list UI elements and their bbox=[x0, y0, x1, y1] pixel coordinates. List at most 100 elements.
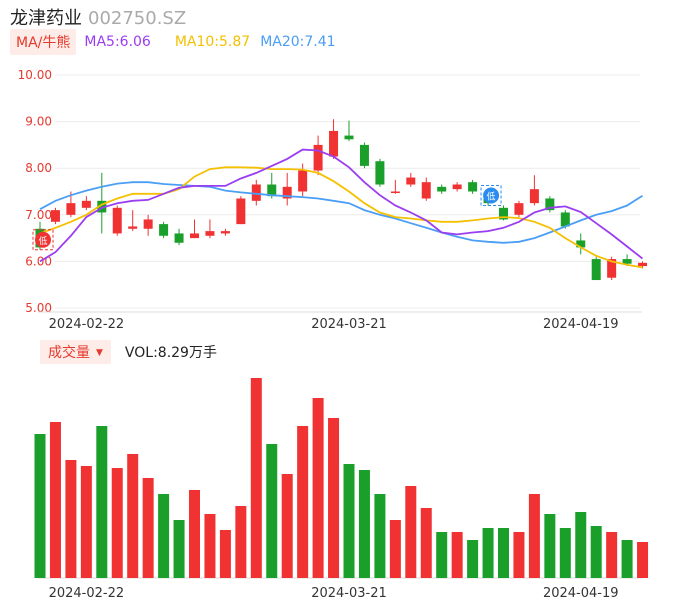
candle-body bbox=[499, 207, 508, 220]
volume-bar bbox=[621, 540, 633, 578]
volume-bar bbox=[513, 532, 525, 578]
y-tick-label: 7.00 bbox=[25, 208, 52, 222]
volume-bar bbox=[436, 532, 448, 578]
ma5-line bbox=[39, 148, 644, 263]
ma10-line bbox=[39, 166, 643, 269]
volume-bar bbox=[235, 506, 247, 578]
volume-bar bbox=[127, 454, 139, 578]
volume-bar bbox=[328, 418, 340, 578]
volume-bar bbox=[374, 494, 386, 578]
volume-x-tick-label: 2024-03-21 bbox=[311, 586, 387, 601]
volume-header: 成交量 ▼ VOL:8.29万手 bbox=[40, 340, 217, 364]
candle-body bbox=[298, 170, 308, 192]
candle-body bbox=[468, 182, 478, 192]
volume-bar bbox=[204, 514, 216, 578]
volume-bar bbox=[637, 542, 649, 578]
candle-body bbox=[576, 240, 586, 248]
candle-body bbox=[359, 144, 369, 166]
volume-indicator-tab[interactable]: 成交量 ▼ bbox=[40, 340, 111, 364]
volume-bar bbox=[544, 514, 556, 578]
volume-bar bbox=[266, 444, 278, 578]
volume-bar bbox=[158, 494, 170, 578]
volume-bar bbox=[142, 478, 154, 578]
volume-bar bbox=[575, 512, 587, 578]
candle-body bbox=[143, 219, 153, 229]
candle-body bbox=[622, 259, 632, 264]
volume-bar bbox=[420, 508, 432, 578]
candle-body bbox=[452, 184, 462, 190]
volume-bar bbox=[528, 494, 540, 578]
volume-bar bbox=[65, 460, 77, 578]
volume-bar bbox=[358, 470, 370, 578]
volume-bar bbox=[111, 468, 123, 578]
x-tick-label: 2024-04-19 bbox=[543, 317, 619, 332]
candle-body bbox=[529, 189, 539, 204]
volume-bar bbox=[250, 378, 262, 578]
candle-body bbox=[159, 224, 169, 236]
volume-bar bbox=[482, 528, 494, 578]
y-tick-label: 8.00 bbox=[25, 161, 52, 175]
volume-bar bbox=[498, 528, 509, 578]
candle-body bbox=[329, 130, 339, 157]
stock-name: 龙津药业 bbox=[10, 8, 82, 29]
ma10-label: MA10:5.87 bbox=[174, 34, 251, 50]
candle-body bbox=[282, 186, 292, 199]
volume-value: VOL:8.29万手 bbox=[124, 345, 217, 361]
candle-body bbox=[97, 200, 107, 213]
volume-bar bbox=[173, 520, 185, 578]
stock-title: 龙津药业 002750.SZ bbox=[10, 4, 186, 30]
candle-body bbox=[313, 144, 323, 171]
candle-body bbox=[190, 233, 199, 239]
volume-bar bbox=[34, 434, 46, 578]
candle-body bbox=[375, 161, 385, 185]
signal-marker-glyph: 低 bbox=[38, 235, 47, 247]
signal-marker-frame bbox=[480, 184, 502, 206]
candle-body bbox=[514, 203, 524, 215]
volume-bar bbox=[405, 486, 417, 578]
dropdown-arrow-icon: ▼ bbox=[96, 348, 103, 358]
candle-body bbox=[545, 198, 555, 211]
candle-body bbox=[205, 231, 215, 236]
volume-bar bbox=[49, 422, 61, 578]
volume-bar bbox=[281, 474, 293, 578]
volume-x-tick-label: 2024-04-19 bbox=[543, 586, 619, 601]
candle-body bbox=[638, 262, 648, 267]
candle-body bbox=[128, 226, 138, 229]
volume-bar bbox=[606, 532, 618, 578]
volume-bar bbox=[451, 532, 463, 578]
volume-bar bbox=[80, 466, 92, 578]
candle-body bbox=[390, 191, 400, 193]
volume-bar bbox=[467, 540, 479, 578]
volume-bar bbox=[559, 528, 571, 578]
signal-marker bbox=[35, 231, 51, 248]
ma-indicator-tab[interactable]: MA/牛熊 bbox=[10, 29, 77, 55]
volume-x-tick-label: 2024-02-22 bbox=[49, 586, 125, 601]
candle-body bbox=[607, 259, 617, 278]
candle-body bbox=[251, 184, 261, 201]
volume-bar bbox=[343, 464, 355, 578]
candle-body bbox=[406, 177, 416, 185]
x-tick-label: 2024-02-22 bbox=[49, 317, 125, 332]
volume-bar bbox=[219, 530, 231, 578]
volume-bar bbox=[312, 398, 324, 578]
signal-marker bbox=[483, 187, 500, 204]
volume-bar bbox=[96, 426, 108, 578]
candle-body bbox=[220, 231, 230, 234]
y-tick-label: 9.00 bbox=[25, 115, 52, 129]
volume-tab-label: 成交量 bbox=[48, 345, 90, 361]
candle-body bbox=[112, 207, 122, 234]
candle-body bbox=[81, 200, 91, 208]
candle-body bbox=[174, 233, 184, 243]
y-tick-label: 10.00 bbox=[18, 68, 52, 82]
volume-bar bbox=[590, 526, 602, 578]
candle-body bbox=[267, 184, 277, 197]
stock-code: 002750.SZ bbox=[88, 8, 187, 29]
candle-body bbox=[66, 203, 76, 215]
candle-body bbox=[50, 210, 60, 222]
candle-body bbox=[591, 259, 601, 281]
ma20-label: MA20:7.41 bbox=[260, 34, 336, 50]
candle-body bbox=[437, 186, 447, 192]
candle-body bbox=[344, 135, 354, 140]
